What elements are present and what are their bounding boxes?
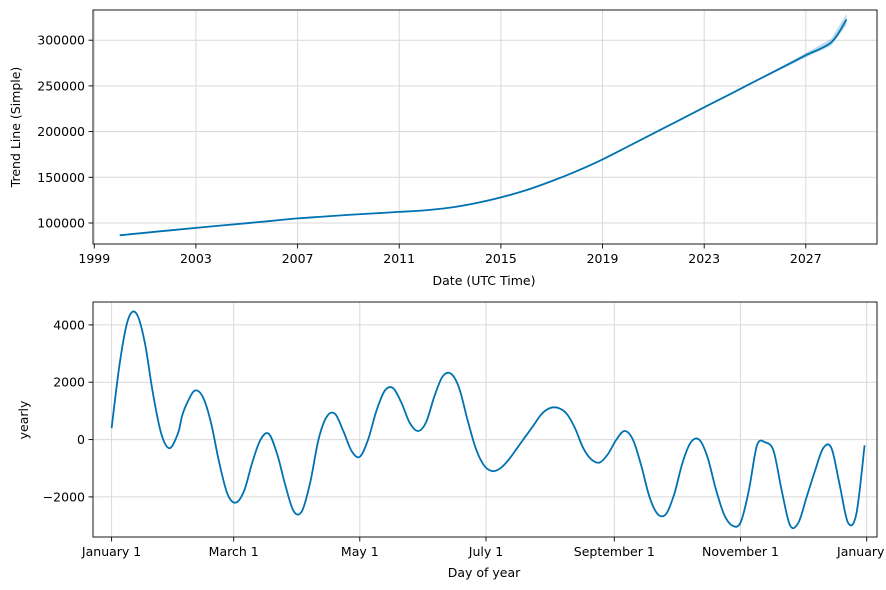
trend-x-tick-label: 2011 — [383, 251, 415, 266]
yearly-y-tick-label: 2000 — [53, 375, 85, 390]
yearly-y-tick-label: 4000 — [53, 317, 85, 332]
trend-chart: 1999 2003 2007 2011 2015 2019 2023 2027 1000001… — [8, 9, 878, 288]
yearly-plot-frame — [92, 301, 878, 538]
trend-grid — [93, 10, 877, 244]
yearly-grid — [93, 302, 877, 537]
yearly-x-tick-label: January 1 — [836, 544, 886, 559]
trend-series-line — [119, 19, 848, 237]
yearly-x-axis-label: Day of year — [448, 565, 521, 580]
trend-x-tick-label: 2023 — [688, 251, 720, 266]
trend-x-tick-label: 1999 — [78, 251, 110, 266]
trend-x-tick-label: 2019 — [587, 251, 619, 266]
trend-x-tick-label: 2015 — [485, 251, 517, 266]
trend-x-tick-label: 2007 — [282, 251, 314, 266]
yearly-series — [110, 310, 866, 530]
trend-series — [119, 19, 848, 237]
yearly-y-axis-label: yearly — [16, 400, 31, 439]
yearly-x-tick-label: March 1 — [209, 544, 259, 559]
yearly-x-tick-label: September 1 — [574, 544, 655, 559]
yearly-x-tick-label: July 1 — [468, 544, 503, 559]
trend-y-tick-label: 100000 — [37, 216, 85, 231]
yearly-x-tick-label: November 1 — [702, 544, 779, 559]
trend-y-tick-label: 200000 — [37, 124, 85, 139]
yearly-y-tick-label: 0 — [77, 432, 85, 447]
trend-y-tick-label: 300000 — [37, 33, 85, 48]
trend-x-ticks: 1999 2003 2007 2011 2015 2019 2023 2027 — [78, 244, 822, 266]
yearly-series-line — [110, 310, 866, 530]
trend-x-axis-label: Date (UTC Time) — [433, 273, 536, 288]
trend-plot-frame — [92, 9, 878, 245]
yearly-chart: January 1 March 1 May 1 July 1 September 1 No… — [16, 301, 886, 580]
trend-x-tick-label: 2027 — [790, 251, 822, 266]
yearly-axes-frame — [92, 301, 878, 538]
trend-y-tick-label: 150000 — [37, 170, 85, 185]
trend-y-axis-label: Trend Line (Simple) — [8, 67, 23, 189]
trend-x-tick-label: 2003 — [180, 251, 212, 266]
trend-axes-frame — [92, 9, 878, 245]
yearly-x-tick-label: January 1 — [81, 544, 141, 559]
yearly-y-ticks: −2000 0 2000 4000 — [43, 317, 93, 504]
trend-y-tick-label: 250000 — [37, 78, 85, 93]
yearly-x-tick-label: May 1 — [341, 544, 379, 559]
trend-y-ticks: 100000 150000 200000 250000 300000 — [37, 33, 93, 231]
yearly-y-tick-label: −2000 — [43, 489, 85, 504]
yearly-x-ticks: January 1 March 1 May 1 July 1 September 1 No… — [81, 537, 886, 559]
